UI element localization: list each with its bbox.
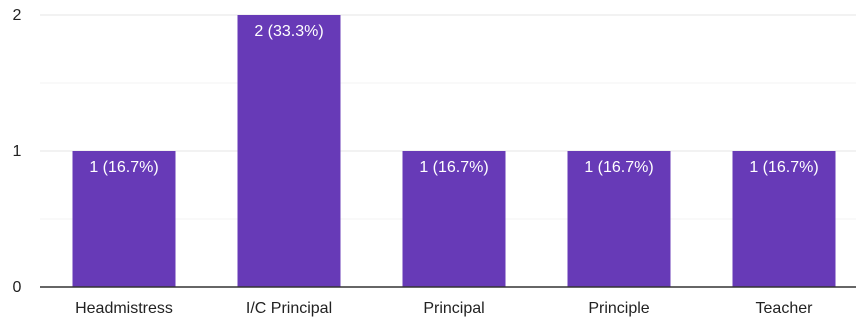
bar	[567, 151, 671, 287]
data-label: 1 (16.7%)	[89, 159, 158, 176]
x-tick-label: I/C Principal	[246, 300, 332, 317]
y-tick-label: 1	[13, 143, 22, 160]
data-label: 1 (16.7%)	[419, 159, 488, 176]
x-tick-label: Principle	[588, 300, 649, 317]
bar	[402, 151, 506, 287]
bar	[72, 151, 176, 287]
bars	[72, 15, 836, 287]
x-axis-ticks: Headmistress I/C Principal Principal Princi…	[75, 300, 813, 317]
y-tick-label: 2	[13, 7, 22, 24]
bar	[732, 151, 836, 287]
x-tick-label: Principal	[423, 300, 484, 317]
data-label: 1 (16.7%)	[749, 159, 818, 176]
x-tick-label: Headmistress	[75, 300, 173, 317]
data-label: 1 (16.7%)	[584, 159, 653, 176]
bar	[237, 15, 341, 287]
y-axis-ticks: 0 1 2	[13, 7, 22, 296]
y-tick-label: 0	[13, 279, 22, 296]
x-tick-label: Teacher	[756, 300, 814, 317]
data-label: 2 (33.3%)	[254, 23, 323, 40]
data-labels: 1 (16.7%) 2 (33.3%) 1 (16.7%) 1 (16.7%) 1 (1…	[89, 23, 818, 176]
